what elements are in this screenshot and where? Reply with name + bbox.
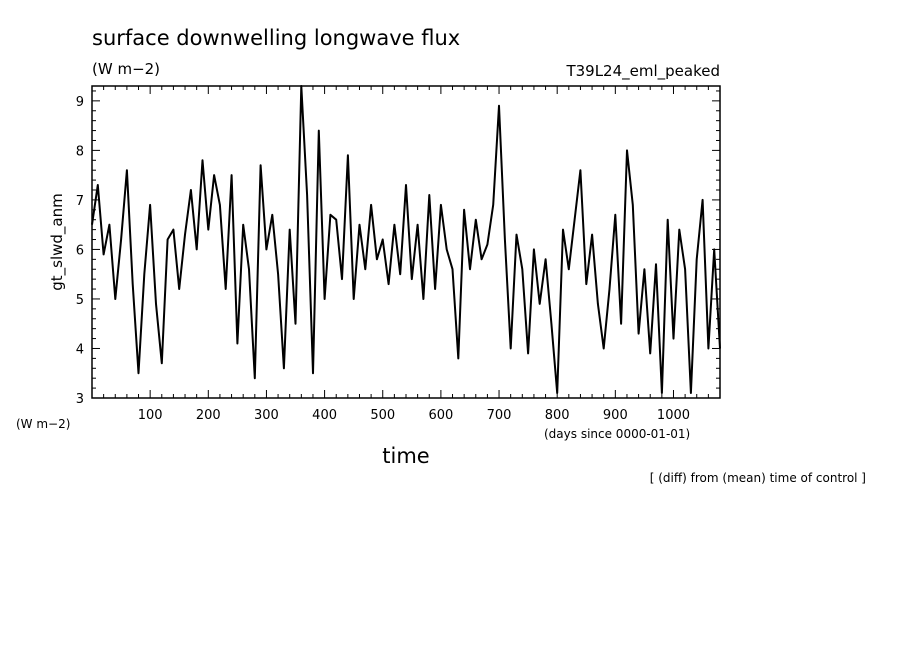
plot-frame	[91, 85, 721, 399]
y-axis-units: (W m−2)	[16, 417, 70, 431]
experiment-label: T39L24_eml_peaked	[565, 62, 720, 81]
chart-title: surface downwelling longwave flux	[92, 26, 460, 50]
x-axis-units: (days since 0000-01-01)	[544, 427, 690, 441]
x-tick-label: 400	[312, 408, 337, 423]
x-tick-label: 900	[603, 408, 628, 423]
x-axis-label: time	[382, 444, 429, 468]
x-tick-label: 500	[370, 408, 395, 423]
y-axis-label: gt_slwd_anm	[48, 193, 67, 291]
y-tick-label: 7	[76, 194, 84, 209]
y-tick-label: 9	[76, 95, 84, 110]
x-tick-label: 800	[545, 408, 570, 423]
y-tick-label: 5	[76, 293, 84, 308]
x-tick-label: 100	[138, 408, 163, 423]
series-line	[91, 85, 721, 394]
x-tick-label: 300	[254, 408, 279, 423]
footnote: [ (diff) from (mean) time of control ]	[650, 471, 866, 485]
x-tick-label: 200	[196, 408, 221, 423]
y-tick-label: 3	[76, 392, 84, 407]
y-tick-label: 4	[76, 342, 84, 357]
x-tick-label: 1000	[657, 408, 690, 423]
x-tick-label: 600	[428, 408, 453, 423]
chart-units: (W m−2)	[92, 60, 160, 78]
y-tick-label: 8	[76, 144, 84, 159]
x-tick-label: 700	[487, 408, 512, 423]
y-tick-label: 6	[76, 243, 84, 258]
